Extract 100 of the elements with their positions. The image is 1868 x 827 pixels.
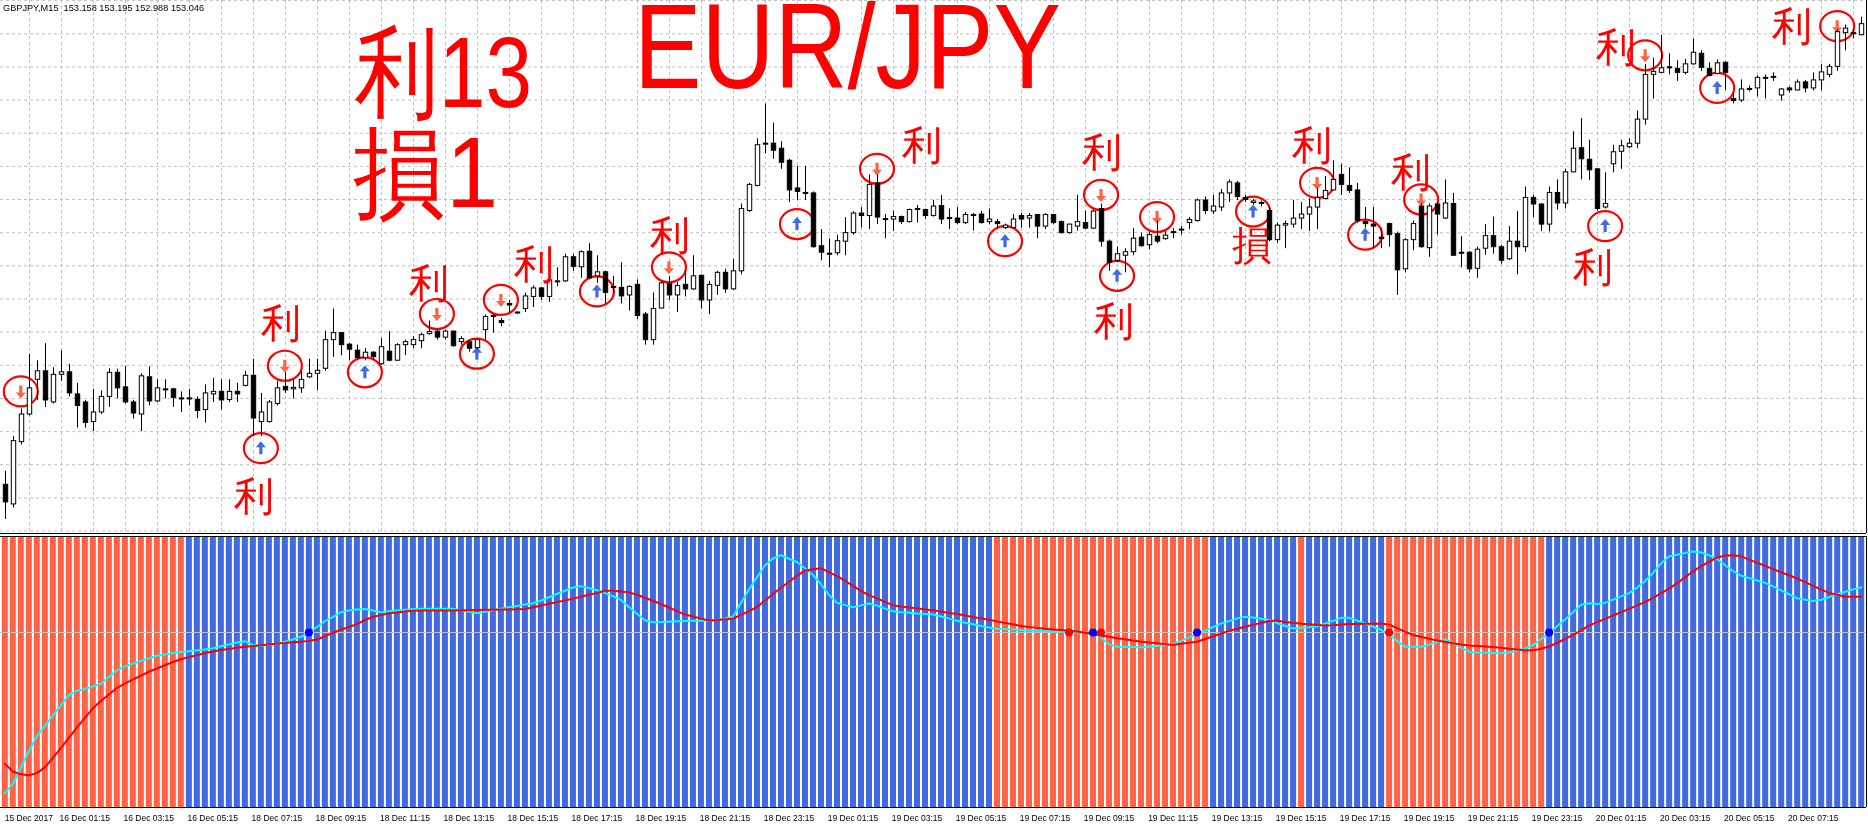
candlestick [386, 330, 393, 362]
candlestick [1194, 197, 1201, 223]
x-tick-label: 19 Dec 07:15 [1019, 813, 1071, 823]
candlestick [1738, 78, 1745, 103]
annotation: 利 [234, 474, 274, 518]
annotation: 利 [409, 261, 449, 305]
candlestick [482, 314, 489, 341]
x-tick-label: 19 Dec 19:15 [1403, 813, 1455, 823]
candlestick [794, 165, 801, 201]
candlestick [1282, 220, 1289, 249]
x-tick-label: 18 Dec 17:15 [571, 813, 623, 823]
candlestick [890, 210, 897, 232]
candlestick [1666, 52, 1673, 75]
candlestick [1722, 60, 1729, 91]
candlestick [1506, 225, 1513, 261]
candlestick [114, 368, 121, 399]
candlestick [298, 370, 305, 394]
x-tick-label: 19 Dec 21:15 [1467, 813, 1519, 823]
candlestick [1810, 71, 1817, 91]
candlestick [1658, 34, 1665, 74]
candlestick [1754, 74, 1761, 97]
candlestick [722, 268, 729, 294]
x-tick-label: 19 Dec 15:15 [1275, 813, 1327, 823]
annotation: 利 [1596, 25, 1636, 69]
candlestick [1586, 139, 1593, 181]
candlestick [1466, 250, 1473, 273]
x-tick-label: 18 Dec 23:15 [763, 813, 815, 823]
candlestick [338, 331, 345, 356]
x-tick-label: 19 Dec 09:15 [1083, 813, 1135, 823]
candlestick [802, 165, 809, 201]
candlestick [1698, 49, 1705, 72]
candlestick [618, 261, 625, 304]
annotation: 利 [1094, 299, 1134, 343]
x-tick-label: 20 Dec 05:15 [1723, 813, 1775, 823]
candlestick [826, 237, 833, 268]
candlestick [58, 349, 65, 382]
candlestick [1474, 246, 1481, 279]
x-tick-label: 19 Dec 03:15 [891, 813, 943, 823]
candlestick [258, 392, 265, 437]
candlestick [850, 210, 857, 236]
candlestick [818, 228, 825, 261]
candlestick [154, 378, 161, 403]
x-tick-label: 18 Dec 09:15 [315, 813, 367, 823]
candlestick [858, 206, 865, 229]
x-tick-label: 20 Dec 07:15 [1787, 813, 1839, 823]
candlestick [1490, 216, 1497, 255]
candlestick [1482, 223, 1489, 256]
candlestick [1762, 73, 1769, 99]
x-tick-label: 20 Dec 03:15 [1659, 813, 1711, 823]
candlestick [98, 389, 105, 415]
candlestick [1106, 239, 1113, 272]
candlestick [1570, 130, 1577, 173]
candlestick [1226, 178, 1233, 203]
annotation: 利 [1772, 4, 1812, 48]
x-tick-label: 19 Dec 23:15 [1531, 813, 1583, 823]
candlestick [130, 399, 137, 420]
candlestick [1370, 206, 1377, 249]
x-tick-label: 16 Dec 05:15 [187, 813, 239, 823]
annotation: 利 [1391, 150, 1431, 194]
candlestick [74, 382, 81, 429]
candlestick [1338, 163, 1345, 196]
candlestick [1818, 63, 1825, 91]
candlestick [594, 254, 601, 284]
x-tick-label: 20 Dec 01:15 [1595, 813, 1647, 823]
candlestick [1386, 222, 1393, 248]
candlestick [554, 266, 561, 287]
candlestick [1274, 222, 1281, 244]
candlestick [1290, 199, 1297, 229]
candlestick [1410, 220, 1417, 251]
candlestick [34, 359, 41, 401]
candlestick [1346, 166, 1353, 194]
candlestick [1690, 38, 1697, 66]
candlestick [178, 390, 185, 413]
candlestick [1298, 201, 1305, 230]
candlestick [1074, 194, 1081, 232]
candlestick [314, 358, 321, 391]
chart-title: GBPJPY,M15 153.158 153.195 152.988 153.046 [3, 3, 205, 13]
candlestick [2, 470, 9, 520]
candlestick [202, 383, 209, 424]
candlestick [490, 313, 497, 334]
candlestick [218, 378, 225, 410]
annotation: 利 [1292, 123, 1332, 167]
candlestick [90, 388, 97, 432]
candlestick [674, 281, 681, 313]
candlestick [1650, 57, 1657, 99]
candlestick [834, 234, 841, 256]
candlestick [842, 216, 849, 256]
candlestick [1458, 235, 1465, 268]
annotation: 利 [514, 242, 554, 286]
candlestick [274, 380, 281, 406]
x-tick-label: 19 Dec 17:15 [1339, 813, 1391, 823]
candlestick [194, 395, 201, 419]
candlestick [1578, 117, 1585, 180]
candlestick [730, 258, 737, 291]
candlestick [1602, 171, 1609, 210]
candlestick [378, 337, 385, 366]
candlestick [690, 254, 697, 291]
candlestick [226, 378, 233, 403]
candlestick [946, 208, 953, 230]
x-tick-label: 18 Dec 21:15 [699, 813, 751, 823]
